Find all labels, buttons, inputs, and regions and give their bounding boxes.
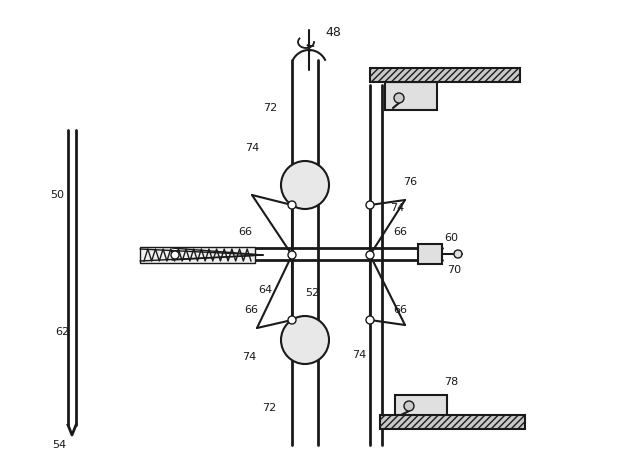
Text: 76: 76 xyxy=(403,177,417,187)
Text: 72: 72 xyxy=(263,103,277,113)
Text: 74: 74 xyxy=(352,350,366,360)
Text: 66: 66 xyxy=(238,227,252,237)
Circle shape xyxy=(281,316,329,364)
Text: 78: 78 xyxy=(444,377,458,387)
Circle shape xyxy=(281,161,329,209)
Circle shape xyxy=(366,201,374,209)
Bar xyxy=(370,68,520,82)
Text: 50: 50 xyxy=(50,190,64,200)
Text: 54: 54 xyxy=(52,440,66,450)
Circle shape xyxy=(366,251,374,259)
Text: 74: 74 xyxy=(242,352,256,362)
Text: 66: 66 xyxy=(393,227,407,237)
Circle shape xyxy=(404,401,414,411)
Circle shape xyxy=(366,316,374,324)
Circle shape xyxy=(288,201,296,209)
Text: 66: 66 xyxy=(393,305,407,315)
Text: 66: 66 xyxy=(244,305,258,315)
Text: 64: 64 xyxy=(258,285,272,295)
Circle shape xyxy=(171,251,179,259)
Text: 70: 70 xyxy=(447,265,461,275)
Text: 72: 72 xyxy=(262,403,276,413)
Circle shape xyxy=(288,251,296,259)
Text: 62: 62 xyxy=(55,327,69,337)
Bar xyxy=(385,82,437,110)
Bar xyxy=(380,415,525,429)
Text: 60: 60 xyxy=(444,233,458,243)
Circle shape xyxy=(454,250,462,258)
Bar xyxy=(418,244,442,264)
Text: 52: 52 xyxy=(305,288,319,298)
Text: 74: 74 xyxy=(390,203,404,213)
Circle shape xyxy=(394,93,404,103)
Text: 48: 48 xyxy=(325,25,341,39)
Bar xyxy=(140,247,255,263)
Circle shape xyxy=(288,316,296,324)
Bar xyxy=(395,395,447,417)
Text: 74: 74 xyxy=(245,143,259,153)
